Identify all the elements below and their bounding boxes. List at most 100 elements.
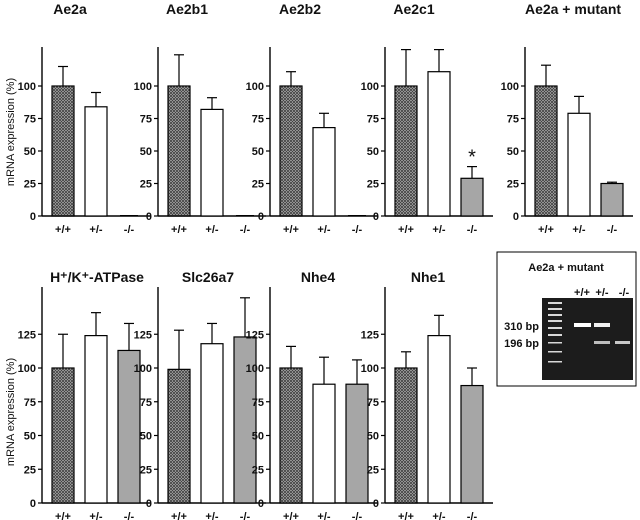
x-tick-label: +/+ [538,224,554,236]
bar-+/- [427,71,451,217]
panel-title: Nhe1 [411,269,445,285]
panel-title: Ae2a + mutant [525,1,621,17]
gel-band-label-196: 196 bp [504,338,539,350]
y-tick-label: 75 [367,397,379,409]
bar-+/- [312,126,336,217]
y-tick-label: 75 [24,114,36,126]
y-tick-label: 50 [140,146,152,158]
y-tick-label: 125 [246,329,264,341]
y-tick-label: 0 [30,498,36,510]
y-axis-label-bottom: mRNA expression (%) [5,358,17,466]
y-tick-label: 50 [367,146,379,158]
gel-band-ko-196 [615,341,630,344]
bar--/- [460,384,484,504]
gel-ladder [548,302,562,363]
bar-+/+ [167,368,191,504]
x-tick-label: +/+ [55,224,71,236]
y-tick-label: 0 [146,211,152,223]
x-tick-label: -/- [124,511,135,520]
y-tick-label: 0 [258,211,264,223]
y-tick-label: 75 [252,114,264,126]
bar-+/- [427,335,451,504]
x-tick-label: +/+ [171,511,187,520]
panel-title: Ae2a [53,1,87,17]
bar-+/+ [51,367,75,504]
bar--/- [460,177,484,217]
y-tick-label: 50 [252,146,264,158]
bar-+/- [84,106,108,217]
panel-2: Ae2b1 0 25 50 75 100 +/+ +/- -/- [134,1,266,236]
bar-panels: Ae2a 0 25 50 75 100 +/+ +/- -/- Ae2b1 0 25 50 75 100 +/… [18,1,633,520]
x-tick-label: +/- [89,224,102,236]
y-tick-label: 50 [367,431,379,443]
x-tick-label: +/- [432,511,445,520]
y-tick-label: 25 [24,179,36,191]
y-axis-label-top: mRNA expression (%) [5,78,17,186]
x-tick-label: +/- [572,224,585,236]
gel-band-label-310: 310 bp [504,321,539,333]
gel-image [542,298,633,380]
y-tick-label: 50 [507,146,519,158]
bar-+/+ [279,85,303,217]
panel-title: Nhe4 [301,269,335,285]
x-tick-label: -/- [467,224,478,236]
panel-7: Slc26a7 0 25 50 75 100 125 +/+ +/- -/- [134,269,266,520]
y-tick-label: 0 [30,211,36,223]
bar-+/+ [279,367,303,504]
bar--/- [233,336,257,504]
y-tick-label: 0 [373,498,379,510]
x-tick-label: -/- [240,511,251,520]
bar--/- [345,383,369,504]
panel-5: Ae2a + mutant 0 25 50 75 100 +/+ +/- -/- [501,1,633,236]
panel-title: Ae2b2 [279,1,321,17]
bar-+/- [200,108,224,217]
panel-3: Ae2b2 0 25 50 75 100 +/+ +/- -/- [246,1,378,236]
x-tick-label: -/- [607,224,618,236]
bar-+/- [84,335,108,504]
gel-band-het-310 [594,323,610,327]
x-tick-label: -/- [467,511,478,520]
bar-+/+ [394,367,418,504]
x-tick-label: +/- [317,511,330,520]
y-tick-label: 25 [24,464,36,476]
panel-title: Slc26a7 [182,269,234,285]
x-tick-label: -/- [124,224,135,236]
panel-title: Ae2b1 [166,1,208,17]
bar-+/+ [534,85,558,217]
gel-band-wt-310 [574,323,591,327]
y-tick-label: 100 [18,81,36,93]
x-tick-label: +/- [205,511,218,520]
y-tick-label: 25 [140,179,152,191]
y-tick-label: 75 [507,114,519,126]
x-tick-label: +/- [205,224,218,236]
x-tick-label: +/+ [398,511,414,520]
panel-8: Nhe4 0 25 50 75 100 125 +/+ +/- -/- [246,269,378,520]
panel-9: Nhe1 0 25 50 75 100 125 +/+ +/- -/- [361,269,493,520]
x-tick-label: +/- [317,224,330,236]
bar-+/- [567,112,591,217]
y-tick-label: 75 [367,114,379,126]
x-tick-label: -/- [352,224,363,236]
y-tick-label: 75 [252,397,264,409]
y-tick-label: 100 [134,363,152,375]
bar--/- [600,182,624,217]
significance-marker: * [468,147,476,169]
x-tick-label: +/+ [283,224,299,236]
y-tick-label: 0 [373,211,379,223]
y-tick-label: 50 [140,431,152,443]
bar-+/- [200,343,224,504]
y-tick-label: 100 [501,81,519,93]
y-tick-label: 75 [140,114,152,126]
y-tick-label: 0 [513,211,519,223]
y-tick-label: 25 [367,464,379,476]
x-tick-label: +/- [89,511,102,520]
y-tick-label: 100 [246,81,264,93]
gel-lane-label-het: +/- [595,287,608,299]
y-tick-label: 100 [246,363,264,375]
y-tick-label: 125 [361,329,379,341]
y-tick-label: 50 [252,431,264,443]
y-tick-label: 25 [140,464,152,476]
x-tick-label: -/- [352,511,363,520]
x-tick-label: +/+ [171,224,187,236]
